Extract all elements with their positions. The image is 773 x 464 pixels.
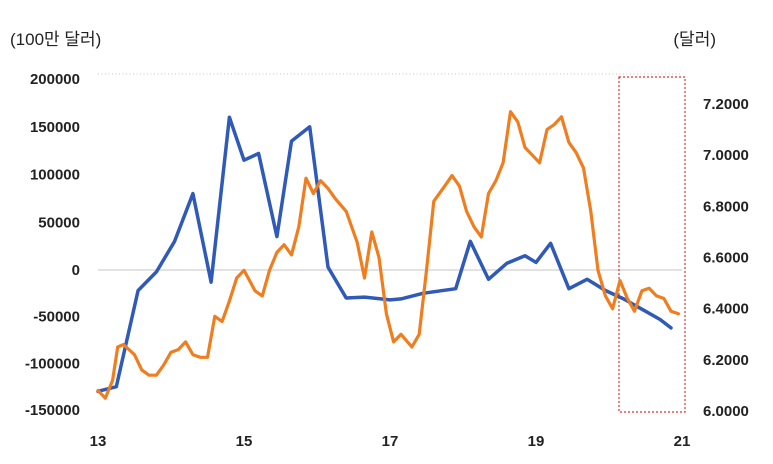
right-tick-label: 6.6000: [703, 250, 749, 267]
x-tick-label: 21: [674, 433, 691, 450]
x-tick-label: 13: [90, 433, 107, 450]
right-axis-unit-label: (달러): [673, 30, 716, 49]
x-tick-label: 19: [528, 433, 545, 450]
left-tick-label: 50000: [38, 214, 80, 231]
left-axis-unit-label: (100만 달러): [10, 30, 101, 49]
right-tick-label: 6.2000: [703, 352, 749, 369]
x-tick-label: 17: [382, 433, 399, 450]
left-tick-label: -150000: [25, 402, 80, 419]
left-axis-ticks: 200000 150000 100000 50000 0 -50000 -100000 -15…: [25, 71, 80, 419]
right-axis-ticks: 7.2000 7.0000 6.8000 6.6000 6.4000 6.2000 6.00…: [703, 96, 749, 420]
series-layer: [96, 110, 681, 400]
left-tick-label: 200000: [30, 71, 80, 88]
left-tick-label: -50000: [33, 309, 80, 326]
highlight-box: [618, 76, 686, 413]
x-tick-label: 15: [236, 433, 253, 450]
x-axis-ticks: 13 15 17 19 21: [90, 433, 691, 450]
right-tick-label: 6.8000: [703, 198, 749, 215]
left-tick-label: 0: [72, 262, 80, 279]
series-line-right-axis: [96, 110, 681, 400]
left-tick-label: 150000: [30, 119, 80, 136]
right-tick-label: 7.2000: [703, 96, 749, 113]
right-tick-label: 6.4000: [703, 301, 749, 318]
axes: [98, 73, 682, 271]
right-tick-label: 7.0000: [703, 147, 749, 164]
left-tick-label: -100000: [25, 355, 80, 372]
right-tick-label: 6.0000: [703, 403, 749, 420]
highlight-region: [618, 76, 686, 413]
series-line-left-axis: [96, 115, 673, 394]
left-tick-label: 100000: [30, 167, 80, 184]
